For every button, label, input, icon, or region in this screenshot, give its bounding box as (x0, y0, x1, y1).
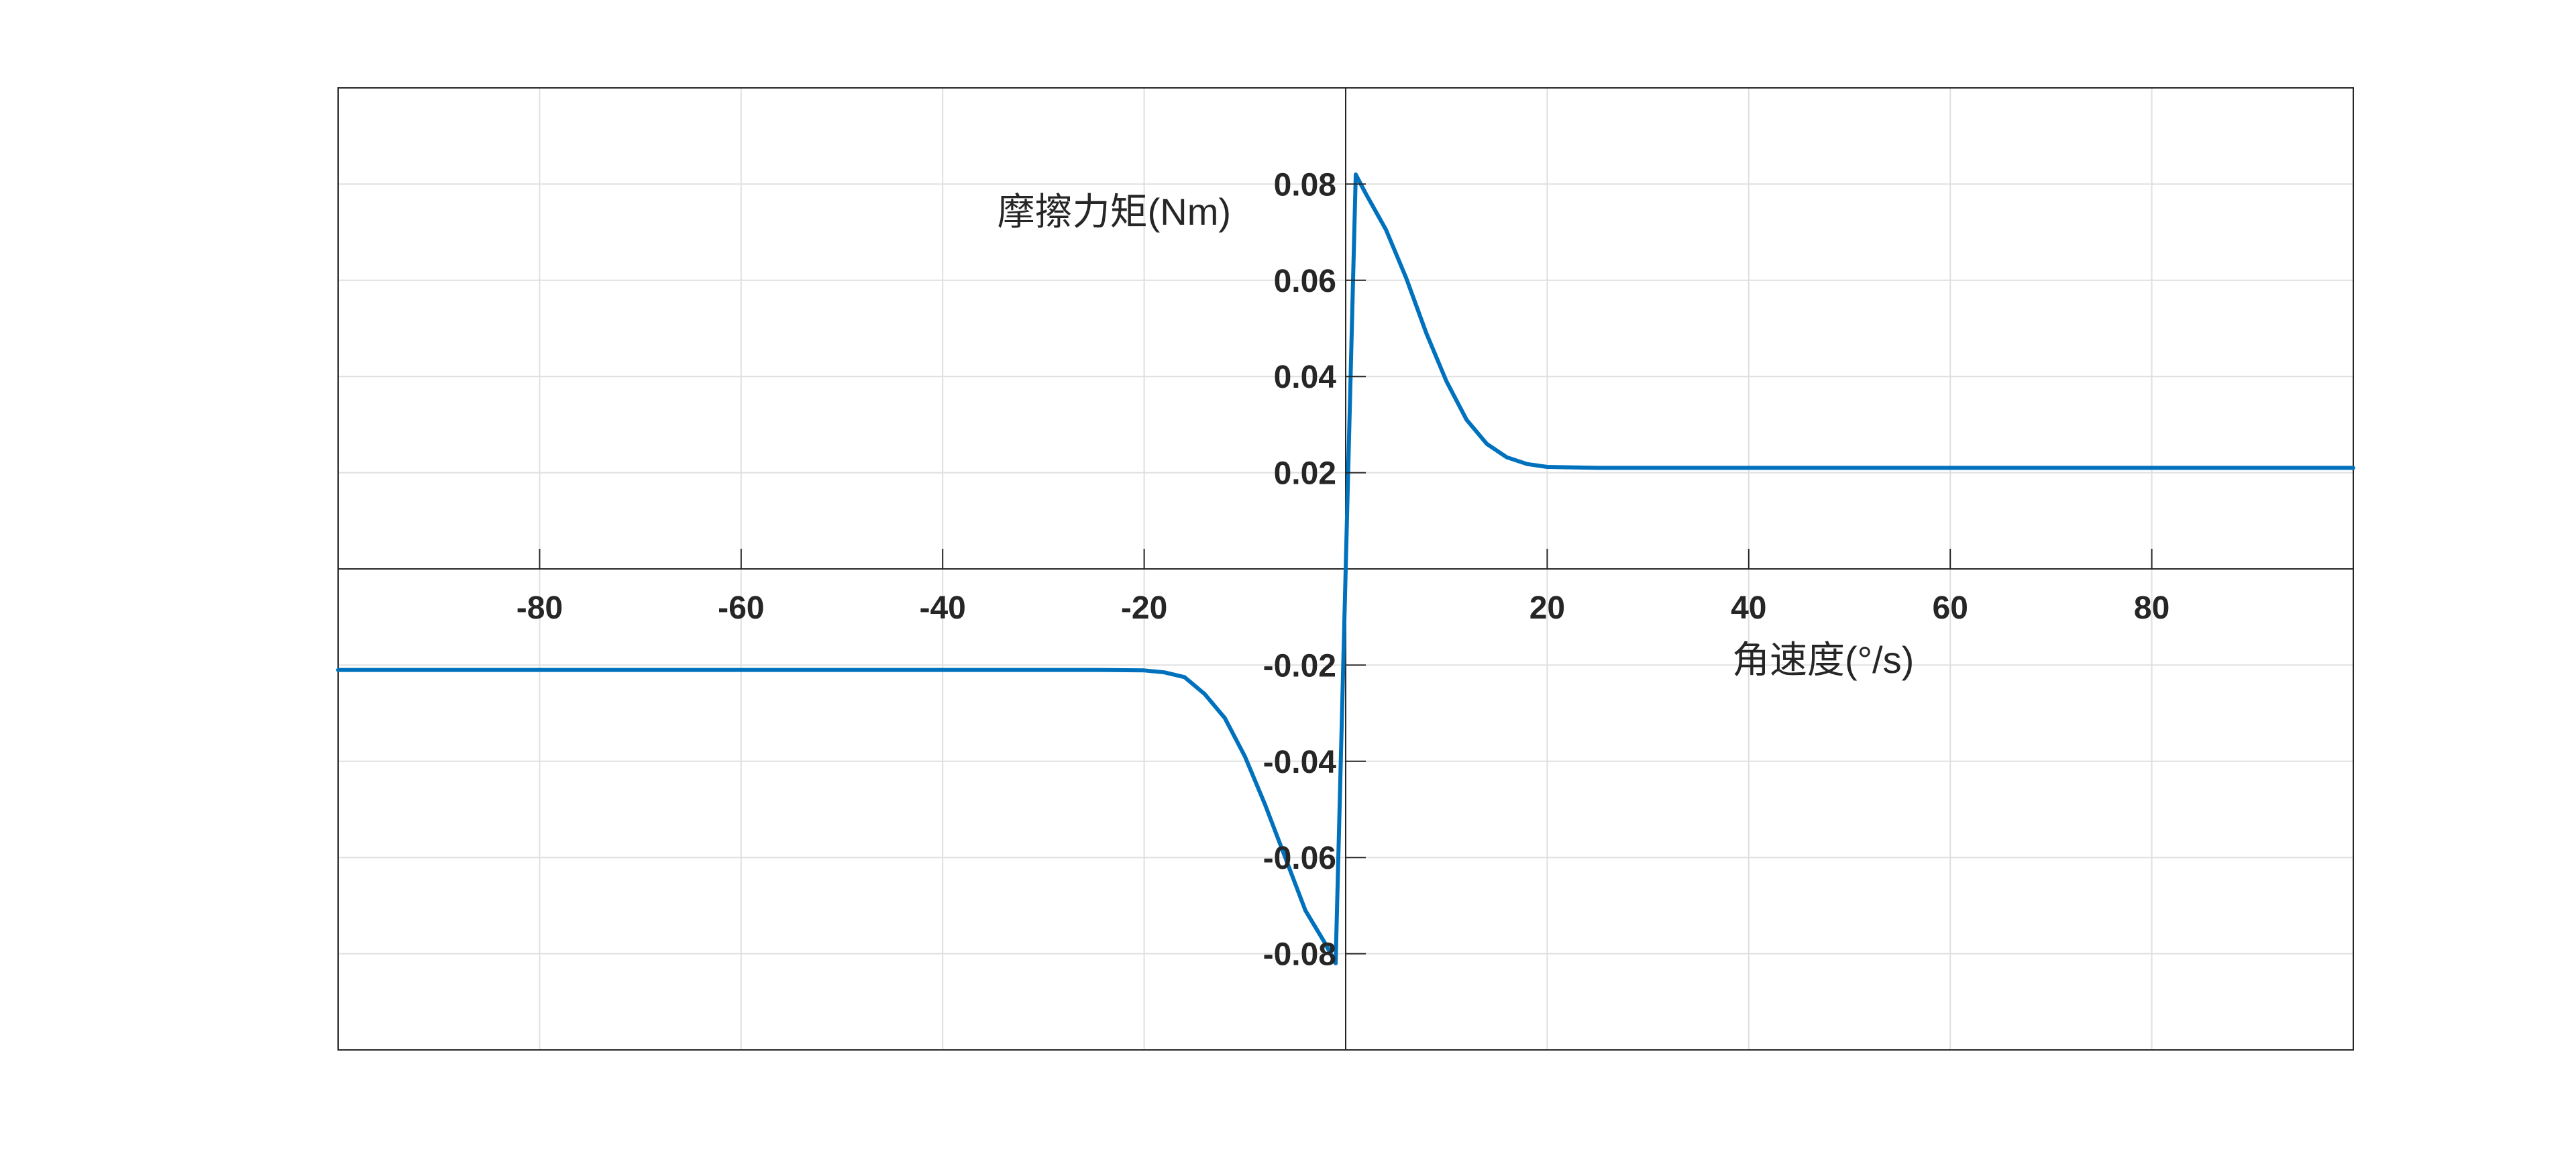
y-tick-label-7: -0.08 (1263, 937, 1336, 973)
x-tick-label-6: 60 (1933, 590, 1968, 626)
x-tick-label-5: 40 (1731, 590, 1766, 626)
x-tick-label-0: -80 (517, 590, 563, 626)
series-line (336, 172, 2355, 965)
y-tick-label-1: 0.06 (1274, 264, 1336, 299)
x-axis-title: 角速度(°/s) (1732, 639, 1914, 681)
y-tick-label-6: -0.06 (1263, 841, 1336, 876)
x-tick-label-7: 80 (2134, 590, 2169, 626)
y-tick-label-5: -0.04 (1263, 745, 1337, 780)
x-tick-label-3: -20 (1121, 590, 1167, 626)
y-tick-label-2: 0.04 (1274, 360, 1337, 395)
x-tick-label-2: -40 (920, 590, 966, 626)
y-tick-label-0: 0.08 (1274, 167, 1336, 203)
ticks: -80 -60 -40 -20 20 40 60 80 0.08 0.06 0.04 0.02 -0.0… (517, 167, 2170, 972)
x-tick-label-4: 20 (1529, 590, 1565, 626)
x-tick-label-1: -60 (718, 590, 764, 626)
y-tick-label-4: -0.02 (1263, 648, 1336, 684)
y-axis-title: 摩擦力矩(Nm) (998, 191, 1231, 233)
y-tick-label-3: 0.02 (1274, 456, 1336, 492)
